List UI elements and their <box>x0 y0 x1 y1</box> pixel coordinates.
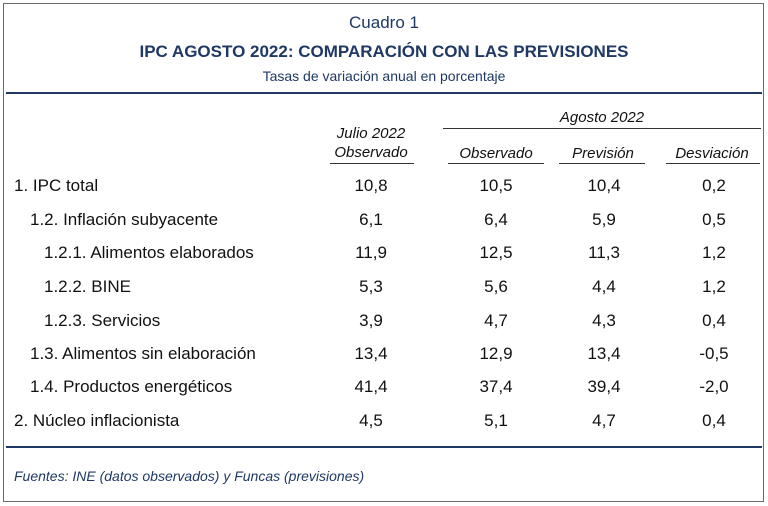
cell-desviacion: 1,2 <box>702 243 726 262</box>
cell-observado: 5,6 <box>484 277 508 296</box>
cell-prevision: 11,3 <box>588 243 620 262</box>
table-title: IPC AGOSTO 2022: COMPARACIÓN CON LAS PRE… <box>139 42 629 61</box>
top-rule <box>6 92 762 94</box>
cell-observado: 12,9 <box>479 344 513 363</box>
cell-julio: 5,3 <box>359 277 383 296</box>
header-desviacion-underline <box>666 163 760 164</box>
header-agosto-group: Agosto 2022 <box>559 109 645 126</box>
cell-observado: 12,5 <box>479 243 513 262</box>
cell-desviacion: -2,0 <box>699 377 729 396</box>
cell-prevision: 13,4 <box>587 344 621 363</box>
cell-desviacion: 0,4 <box>702 311 726 330</box>
cell-julio: 11,9 <box>355 243 387 262</box>
cell-observado: 10,5 <box>479 176 513 195</box>
header-julio-line1: Julio 2022 <box>336 125 406 142</box>
row-label: 1.2.1. Alimentos elaborados <box>44 243 254 262</box>
agosto-group-rule <box>443 128 761 129</box>
cell-prevision: 39,4 <box>587 377 621 396</box>
cell-desviacion: 0,4 <box>702 411 726 430</box>
row-label: 1.3. Alimentos sin elaboración <box>30 344 256 363</box>
row-label: 2. Núcleo inflacionista <box>14 411 180 430</box>
header-prevision-underline <box>559 163 645 164</box>
cell-observado: 6,4 <box>484 210 508 229</box>
cell-prevision: 4,3 <box>592 311 616 330</box>
source-note: Fuentes: INE (datos observados) y Funcas… <box>14 468 365 484</box>
cell-julio: 6,1 <box>359 210 383 229</box>
cell-julio: 13,4 <box>354 344 388 363</box>
header-desviacion: Desviación <box>675 145 749 162</box>
cell-desviacion: 0,2 <box>702 176 726 195</box>
cell-prevision: 4,7 <box>592 411 616 430</box>
cell-julio: 41,4 <box>354 377 388 396</box>
cell-julio: 3,9 <box>359 311 383 330</box>
row-label: 1.4. Productos energéticos <box>30 377 233 396</box>
table-frame <box>3 3 764 502</box>
cell-desviacion: -0,5 <box>699 344 729 363</box>
table-subtitle: Tasas de variación anual en porcentaje <box>262 68 506 84</box>
cell-prevision: 4,4 <box>592 277 616 296</box>
cell-desviacion: 1,2 <box>702 277 726 296</box>
header-julio-line2: Observado <box>334 144 408 161</box>
row-label: 1. IPC total <box>14 176 99 195</box>
row-label: 1.2.2. BINE <box>44 277 131 296</box>
cell-prevision: 5,9 <box>592 210 616 229</box>
cell-julio: 4,5 <box>359 411 383 430</box>
header-observado: Observado <box>459 145 533 162</box>
table-caption: Cuadro 1 <box>349 13 419 32</box>
cell-observado: 37,4 <box>479 377 513 396</box>
cell-julio: 10,8 <box>354 176 388 195</box>
row-label: 1.2.3. Servicios <box>44 311 161 330</box>
header-prevision: Previsión <box>572 145 634 162</box>
bottom-rule <box>6 446 762 448</box>
header-julio-underline <box>330 163 414 164</box>
row-label: 1.2. Inflación subyacente <box>30 210 219 229</box>
cell-observado: 5,1 <box>484 411 508 430</box>
header-observado-underline <box>448 163 544 164</box>
cell-desviacion: 0,5 <box>702 210 726 229</box>
cell-observado: 4,7 <box>484 311 508 330</box>
cell-prevision: 10,4 <box>587 176 621 195</box>
